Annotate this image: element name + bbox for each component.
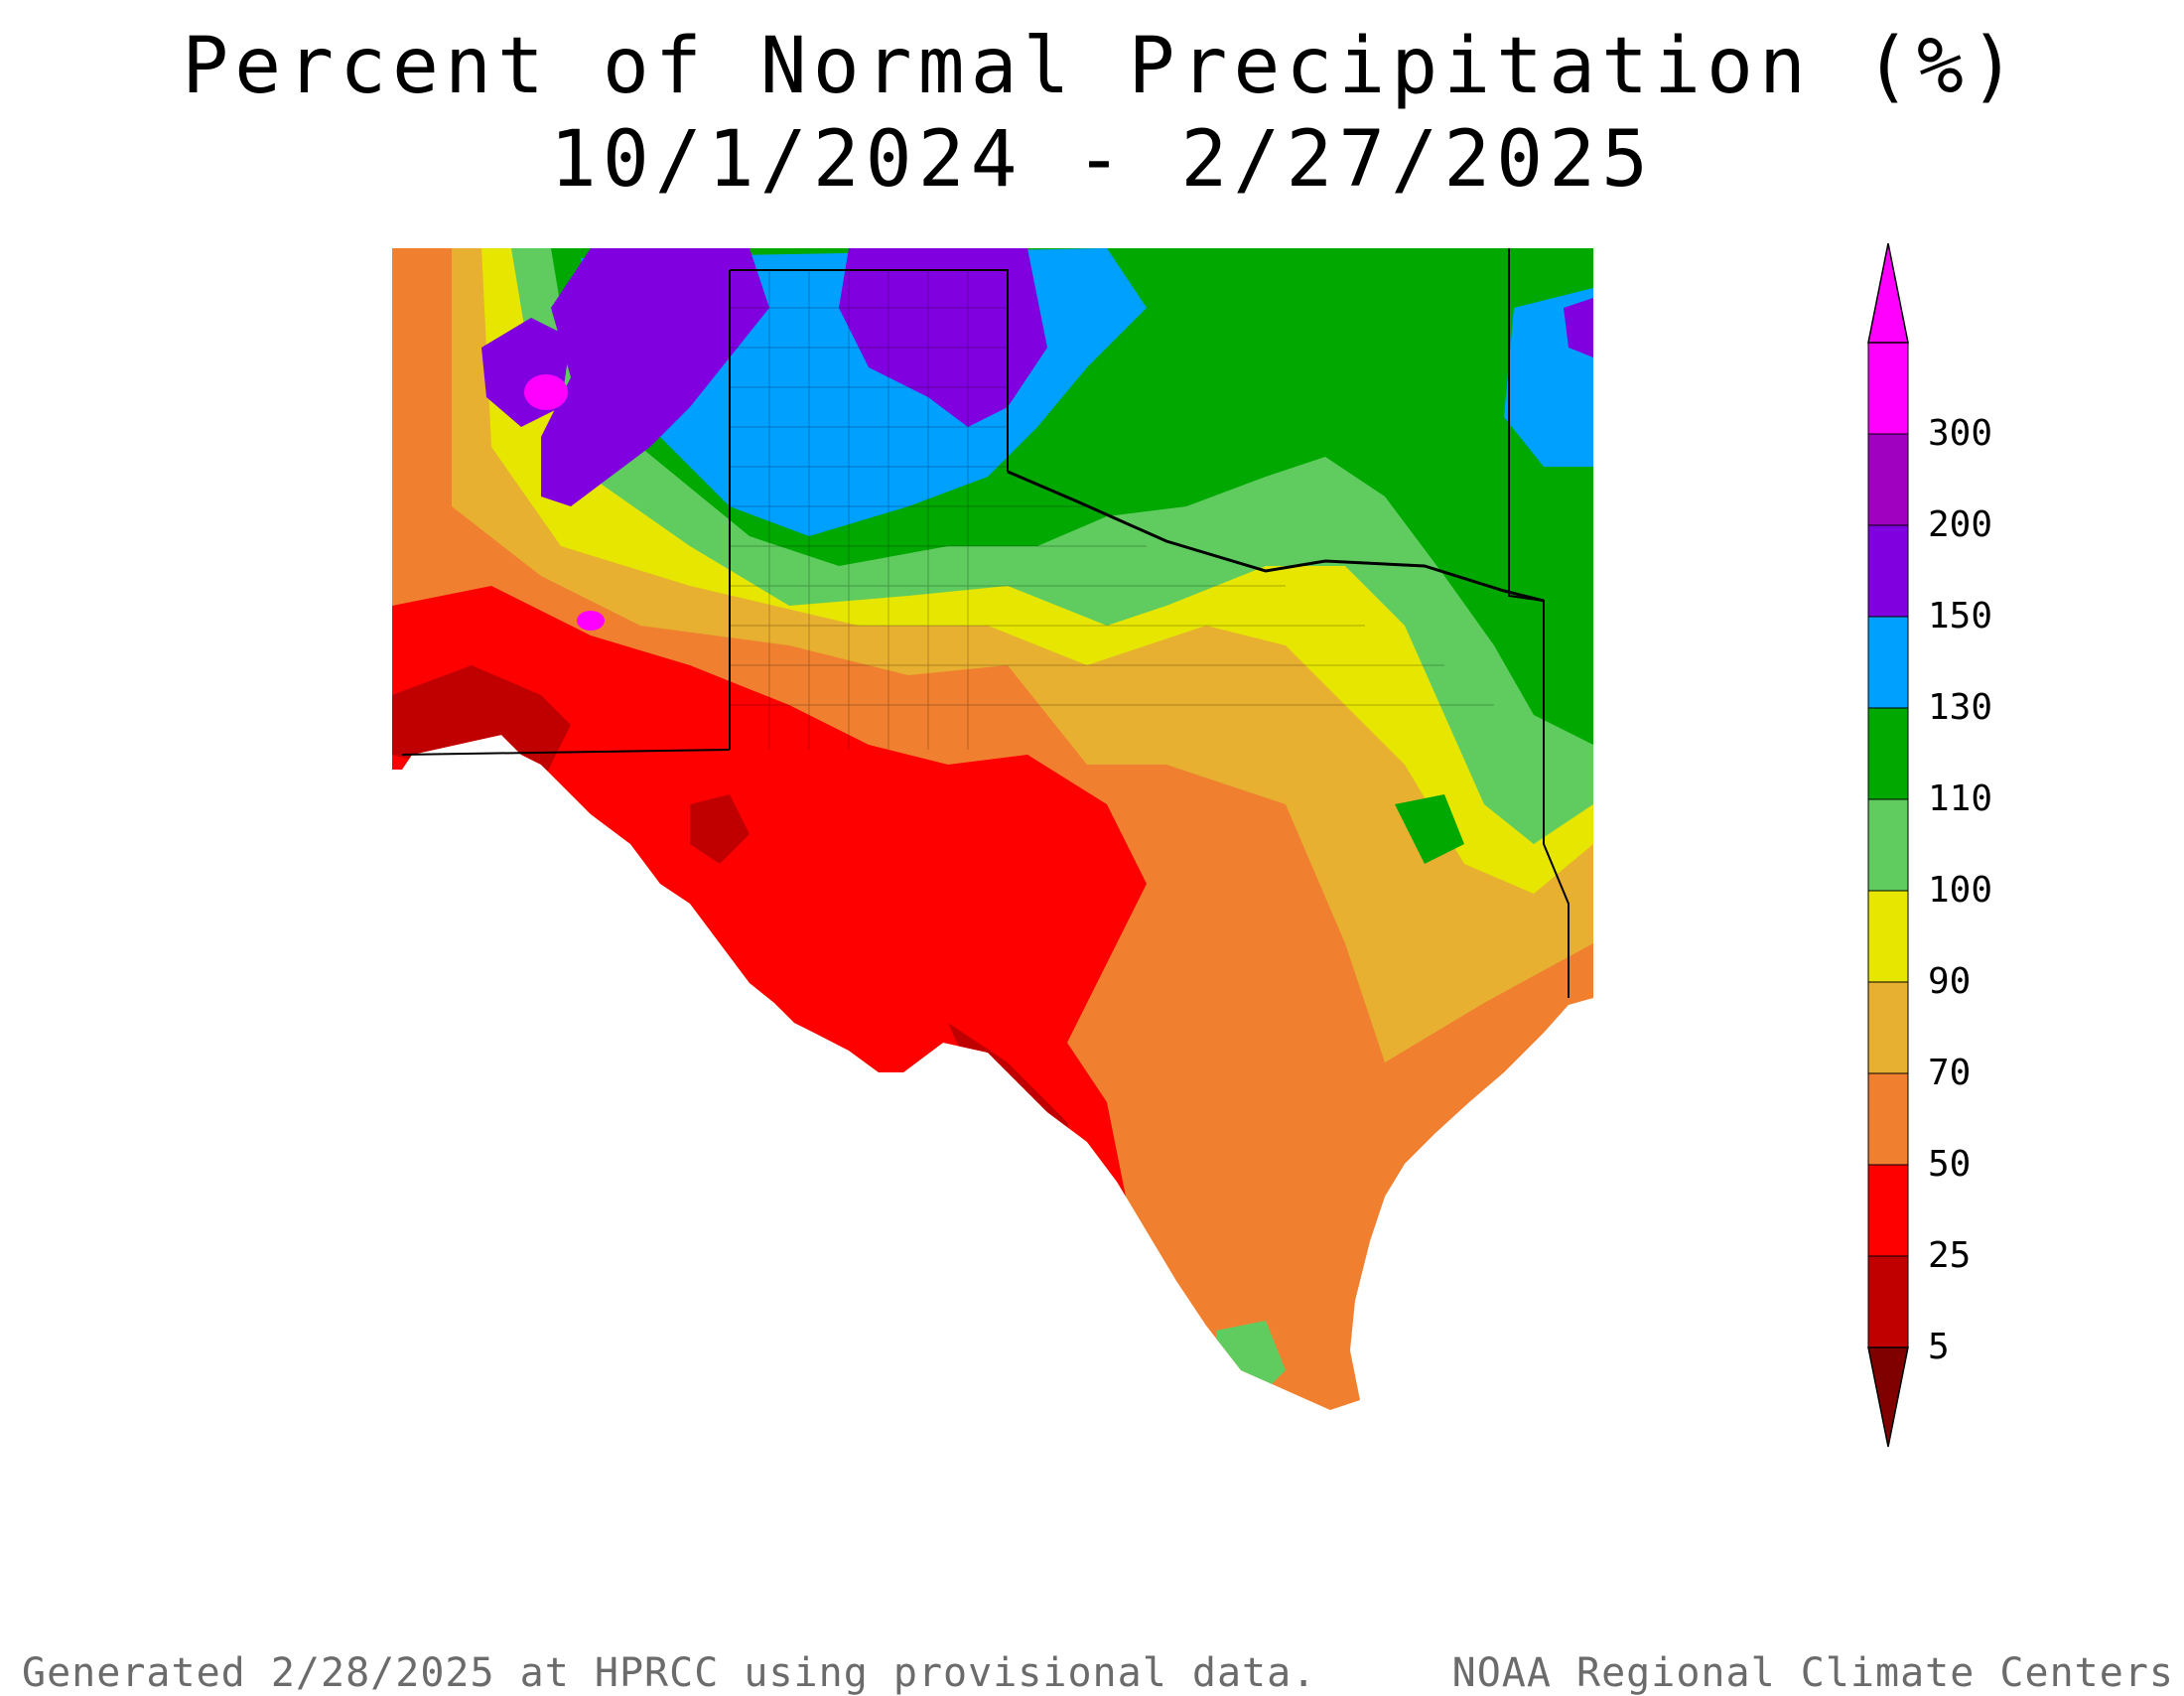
legend-below-arrow [1867, 1346, 1909, 1448]
legend-label-25: 25 [1928, 1235, 1972, 1276]
legend-swatch-130 [1867, 616, 1909, 709]
purple-region-west [541, 248, 769, 506]
magenta-spot-2 [577, 611, 605, 631]
legend-swatch-5 [1867, 1255, 1909, 1348]
red-river-border [1007, 470, 1545, 603]
legend-swatch-50 [1867, 1072, 1909, 1166]
precipitation-map [392, 248, 1593, 1410]
legend-swatch-70 [1867, 981, 1909, 1074]
magenta-spot [524, 374, 568, 410]
nm-mexico-border [401, 749, 731, 756]
footer-source: NOAA Regional Climate Centers [1451, 1650, 2174, 1696]
legend-label-150: 150 [1928, 596, 1993, 636]
legend-label-5: 5 [1928, 1327, 1950, 1367]
legend-above-arrow [1867, 243, 1909, 344]
legend-label-100: 100 [1928, 870, 1993, 911]
legend-label-130: 130 [1928, 687, 1993, 728]
green-east-tx-spot [1395, 794, 1464, 864]
map-title: Percent of Normal Precipitation (%) [182, 22, 2022, 111]
legend-swatch-90 [1867, 890, 1909, 983]
legend-swatch-200 [1867, 433, 1909, 526]
legend-colorbar [1867, 243, 1909, 1448]
map-subtitle: 10/1/2024 - 2/27/2025 [549, 115, 1655, 205]
legend-label-50: 50 [1928, 1144, 1972, 1185]
purple-region-north [839, 248, 1047, 427]
legend-swatch-110 [1867, 707, 1909, 800]
legend-label-200: 200 [1928, 504, 1993, 545]
footer-generated-note: Generated 2/28/2025 at HPRCC using provi… [22, 1650, 1317, 1696]
legend-label-70: 70 [1928, 1053, 1972, 1093]
legend-swatch-150 [1867, 524, 1909, 618]
legend-swatch-100 [1867, 798, 1909, 892]
legend-swatch-300 [1867, 342, 1909, 435]
legend-swatch-25 [1867, 1164, 1909, 1257]
purple-region-ar [1564, 298, 1593, 357]
legend-label-90: 90 [1928, 961, 1972, 1002]
legend-label-300: 300 [1928, 413, 1993, 454]
legend-label-110: 110 [1928, 778, 1993, 819]
tx-panhandle-border [730, 269, 1009, 472]
dark-red-region-2 [690, 794, 750, 864]
tx-la-border [1508, 248, 1570, 998]
